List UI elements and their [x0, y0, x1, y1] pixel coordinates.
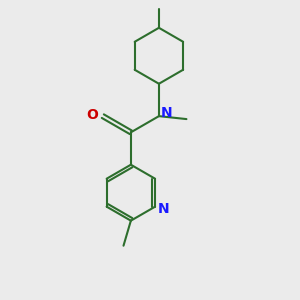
Text: O: O [86, 108, 98, 122]
Text: N: N [160, 106, 172, 120]
Text: N: N [158, 202, 169, 216]
